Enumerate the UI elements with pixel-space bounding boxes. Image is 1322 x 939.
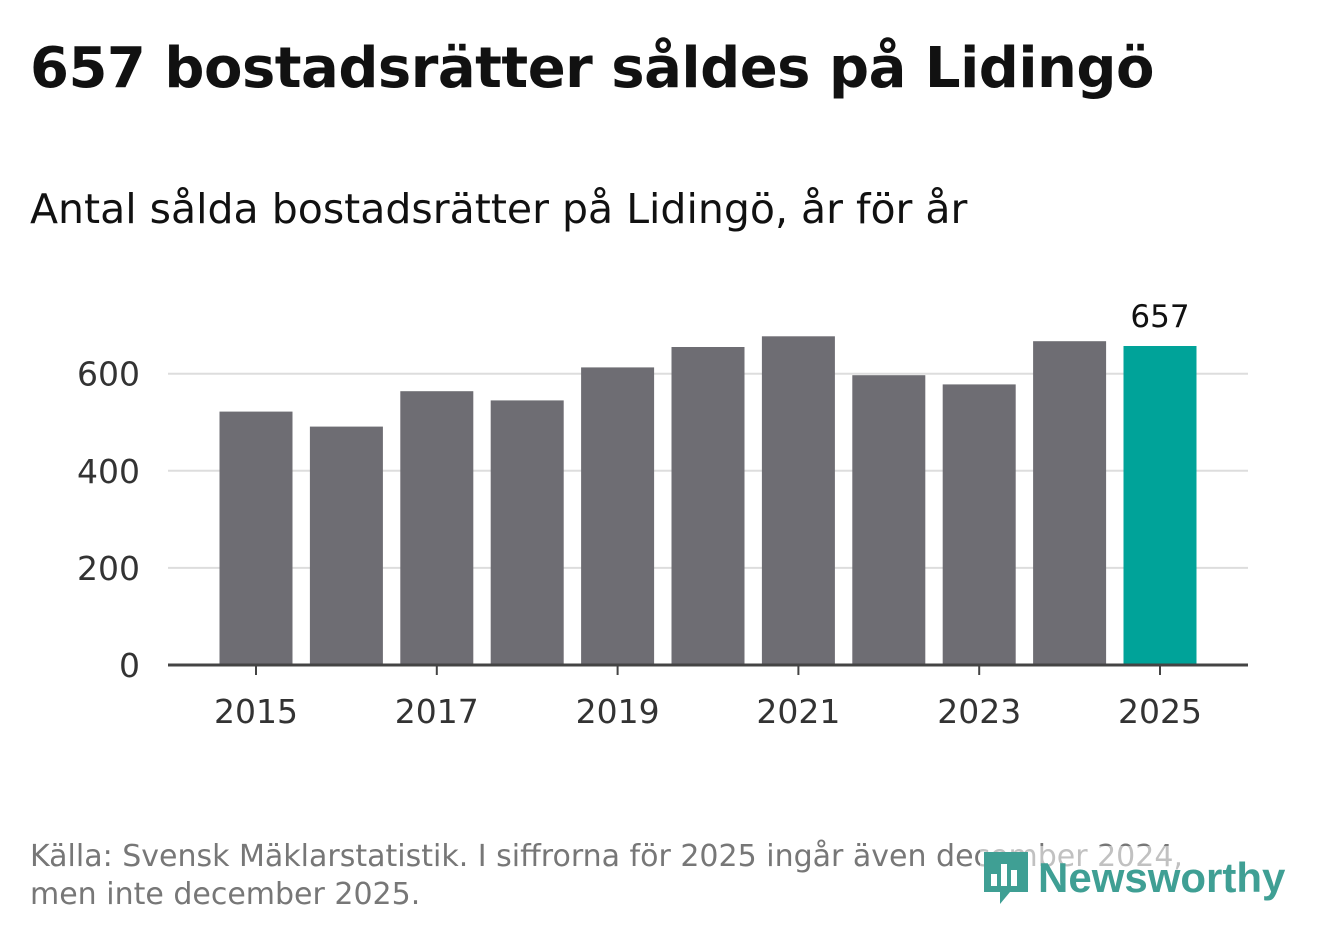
bar-2024 xyxy=(1033,341,1107,665)
x-tick-label-2017: 2017 xyxy=(395,692,479,731)
chart-title: 657 bostadsrätter såldes på Lidingö xyxy=(30,36,1154,101)
bar-2019 xyxy=(581,367,655,665)
bar-2017 xyxy=(400,391,474,665)
y-tick-label-400: 400 xyxy=(77,452,140,491)
x-tick-label-2021: 2021 xyxy=(756,692,840,731)
bar-2021 xyxy=(761,336,835,665)
labels: 0 200 400 600 2015 2017 2019 2021 2023 2025 657 xyxy=(77,299,1202,731)
y-tick-label-200: 200 xyxy=(77,549,140,588)
brand-name: Newsworthy xyxy=(1038,854,1286,901)
bar-chart-bubble-icon xyxy=(984,852,1028,904)
bar-chart: 0 200 400 600 2015 2017 2019 2021 2023 2025 657 xyxy=(77,299,1248,731)
bars xyxy=(219,336,1197,665)
bar-2023 xyxy=(942,384,1016,665)
y-tick-label-0: 0 xyxy=(119,646,140,685)
bar-2016 xyxy=(309,426,383,665)
x-tick-label-2019: 2019 xyxy=(576,692,660,731)
bar-2018 xyxy=(490,400,564,665)
bar-2015 xyxy=(219,411,293,665)
bar-2025 xyxy=(1123,346,1197,665)
newsworthy-logo: Newsworthy xyxy=(980,846,1286,910)
data-label-2025: 657 xyxy=(1130,299,1189,335)
bar-2022 xyxy=(852,375,926,665)
chart-subtitle: Antal sålda bostadsrätter på Lidingö, år… xyxy=(30,185,968,233)
bar-2020 xyxy=(671,347,745,665)
x-tick-label-2023: 2023 xyxy=(937,692,1021,731)
y-tick-label-600: 600 xyxy=(77,355,140,394)
axes xyxy=(168,663,1248,675)
source-line-2: men inte december 2025. xyxy=(30,877,421,912)
x-tick-label-2025: 2025 xyxy=(1118,692,1202,731)
x-tick-label-2015: 2015 xyxy=(214,692,298,731)
